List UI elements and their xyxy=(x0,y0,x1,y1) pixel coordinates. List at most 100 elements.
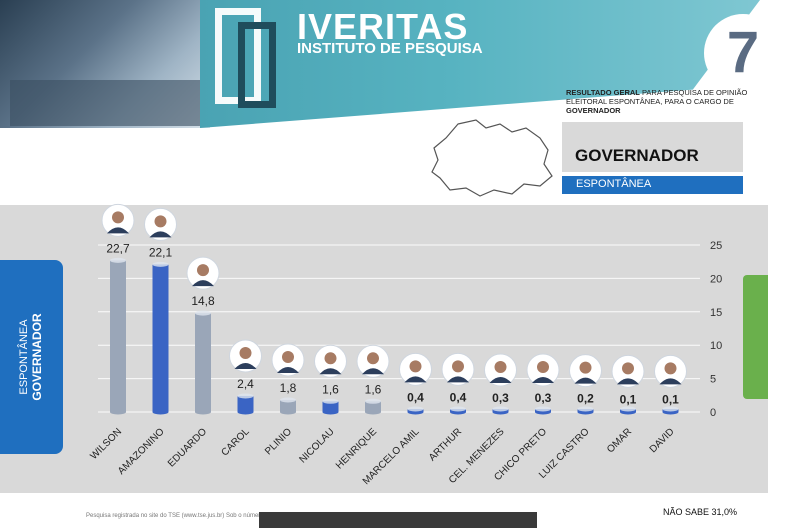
bar-top xyxy=(110,257,126,263)
value-label: 14,8 xyxy=(191,294,215,308)
y-tick-label: 25 xyxy=(710,240,722,252)
avatar-head xyxy=(664,362,677,375)
page-number: 7 xyxy=(704,14,782,92)
value-label: 2,4 xyxy=(237,377,254,391)
avatar-body xyxy=(234,362,257,369)
bar xyxy=(110,260,126,412)
avatar-head xyxy=(282,350,294,363)
side-tab xyxy=(0,260,63,454)
avatar-body xyxy=(404,376,427,383)
mode-bar xyxy=(562,176,743,194)
bar-base xyxy=(365,409,381,415)
bar xyxy=(195,313,211,412)
avatar-head xyxy=(622,362,634,375)
bar-base xyxy=(322,409,339,415)
green-tab xyxy=(743,275,768,399)
header-photo xyxy=(0,0,210,128)
avatar-head xyxy=(324,352,337,365)
brand-subtitle: INSTITUTO DE PESQUISA xyxy=(297,40,483,57)
bar xyxy=(280,399,296,412)
bar-top xyxy=(535,406,551,412)
value-label: 1,8 xyxy=(280,381,297,395)
category-label: OMAR xyxy=(605,426,634,455)
bar-top xyxy=(662,406,679,412)
bar-base xyxy=(152,409,169,415)
bar-top xyxy=(577,406,594,412)
bar-top xyxy=(237,393,254,399)
bar-base xyxy=(237,409,254,415)
avatar-body xyxy=(659,378,682,385)
bar-top xyxy=(620,406,636,412)
avatar-body xyxy=(277,366,299,373)
bar-top xyxy=(322,398,339,404)
avatar-head xyxy=(367,352,379,365)
bar-top xyxy=(492,406,509,412)
value-label: 0,1 xyxy=(662,392,679,406)
avatar-body xyxy=(447,376,469,383)
bar-top xyxy=(365,398,381,404)
logo-icon-inner xyxy=(238,22,276,108)
avatar-head xyxy=(197,264,209,277)
bar-top xyxy=(407,406,424,412)
bar-top xyxy=(450,406,466,412)
value-label: 0,2 xyxy=(577,392,594,406)
office-box xyxy=(562,122,743,172)
bar-top xyxy=(195,310,211,316)
bar-top xyxy=(280,397,296,403)
bar-base xyxy=(110,409,126,415)
category-label: DAVID xyxy=(648,426,677,455)
value-label: 0,4 xyxy=(407,390,424,404)
avatar-body xyxy=(362,368,384,375)
bar-top xyxy=(152,261,169,267)
value-label: 0,4 xyxy=(450,390,467,404)
description-office: GOVERNADOR xyxy=(566,106,621,115)
brand-name: IVERITAS xyxy=(297,6,469,47)
bar-base xyxy=(280,409,296,415)
description-bold: RESULTADO GERAL xyxy=(566,88,640,97)
category-label: NICOLAU xyxy=(297,426,336,465)
avatar-head xyxy=(494,360,507,373)
avatar-head xyxy=(112,211,124,224)
category-label: EDUARDO xyxy=(166,426,209,469)
footer-note: Pesquisa registrada no site do TSE (www.… xyxy=(86,513,424,519)
category-label: ARTHUR xyxy=(427,426,464,463)
value-label: 22,7 xyxy=(106,241,130,255)
avatar-head xyxy=(409,360,422,373)
value-label: 1,6 xyxy=(365,382,382,396)
footer-bar xyxy=(259,512,537,528)
category-label: CAROL xyxy=(219,426,251,458)
category-label: WILSON xyxy=(88,426,124,462)
avatar-body xyxy=(617,378,639,385)
y-tick-label: 10 xyxy=(710,340,722,352)
bar xyxy=(152,264,169,412)
avatar-body xyxy=(532,376,554,383)
avatar-head xyxy=(537,360,549,373)
header: IVERITAS INSTITUTO DE PESQUISA 7 xyxy=(0,0,796,128)
avatar-head xyxy=(239,346,252,359)
y-tick-label: 0 xyxy=(710,407,716,419)
value-label: 1,6 xyxy=(322,382,339,396)
nao-sabe-label: NÃO SABE 31,0% xyxy=(663,507,738,517)
avatar-head xyxy=(452,360,464,373)
description-text: PARA PESQUISA DE OPINIÃO ELEITORAL ESPON… xyxy=(566,88,748,106)
value-label: 0,1 xyxy=(620,392,637,406)
avatar-body xyxy=(574,377,597,384)
result-description: RESULTADO GERAL PARA PESQUISA DE OPINIÃO… xyxy=(566,88,766,115)
category-label: PLINIO xyxy=(263,426,294,457)
avatar-body xyxy=(489,376,512,383)
bar-base xyxy=(195,409,211,415)
y-tick-label: 15 xyxy=(710,307,722,319)
amazonas-map-icon xyxy=(431,119,553,197)
avatar-body xyxy=(319,368,342,375)
value-label: 0,3 xyxy=(492,391,509,405)
bar xyxy=(237,395,254,412)
y-tick-label: 20 xyxy=(710,273,722,285)
value-label: 0,3 xyxy=(535,391,552,405)
mode-label: ESPONTÂNEA xyxy=(576,178,652,190)
y-tick-label: 5 xyxy=(710,374,716,386)
bar xyxy=(365,401,381,412)
chart-panel xyxy=(0,205,768,493)
office-title: GOVERNADOR xyxy=(575,146,699,165)
category-label: HENRIQUE xyxy=(334,426,379,471)
avatar-head xyxy=(154,215,167,228)
